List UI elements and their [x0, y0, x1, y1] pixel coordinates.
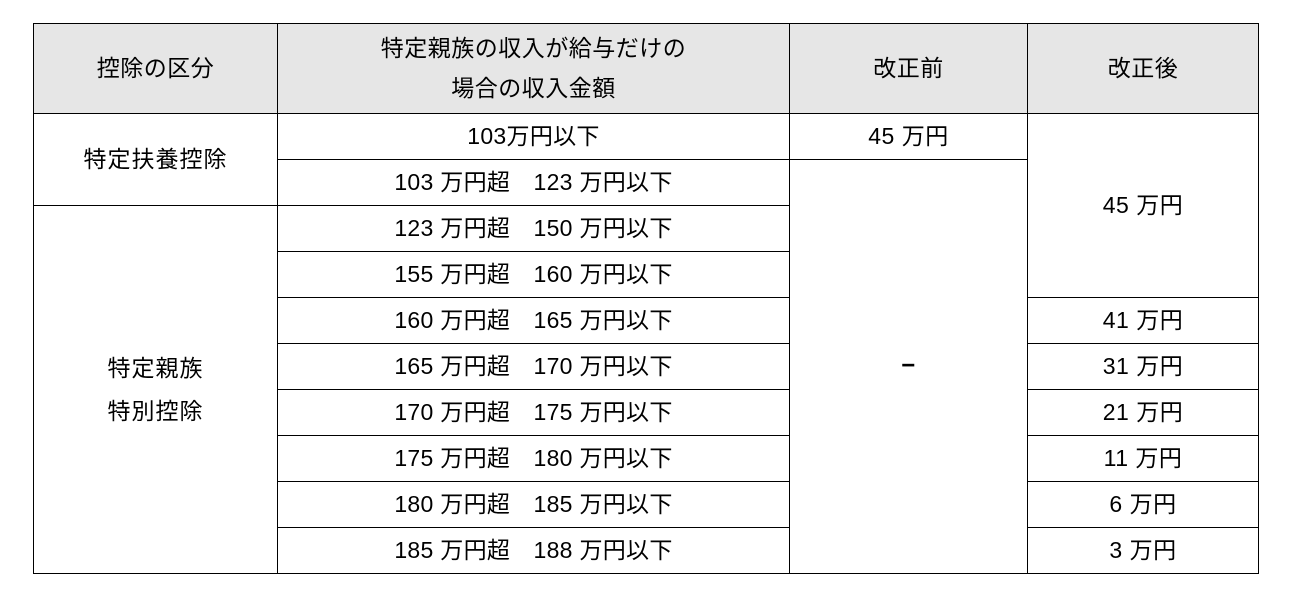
cell-category-specified-relative-special: 特定親族 特別控除 [33, 205, 278, 574]
cell-after-revision-amount: 21 万円 [1027, 389, 1259, 436]
cell-income-range: 103万円以下 [277, 113, 790, 160]
cell-after-revision-amount: 3 万円 [1027, 527, 1259, 574]
table-row: 165 万円超 170 万円以下 31 万円 [34, 343, 1259, 390]
cell-income-range: 103 万円超 123 万円以下 [277, 159, 790, 206]
cell-after-revision-amount: 6 万円 [1027, 481, 1259, 528]
header-before-revision: 改正前 [789, 23, 1028, 114]
category-label-line2: 特別控除 [107, 397, 204, 424]
category-label-line1: 特定親族 [107, 354, 204, 381]
table-row: 175 万円超 180 万円以下 11 万円 [34, 435, 1259, 482]
header-income-amount-line2: 場合の収入金額 [451, 74, 616, 101]
cell-income-range: 180 万円超 185 万円以下 [277, 481, 790, 528]
table-row: 155 万円超 160 万円以下 [34, 251, 1259, 298]
header-income-amount-line1: 特定親族の収入が給与だけの [380, 34, 687, 61]
deduction-table: 控除の区分 特定親族の収入が給与だけの 場合の収入金額 改正前 改正後 特定扶養… [33, 23, 1259, 574]
cell-income-range: 123 万円超 150 万円以下 [277, 205, 790, 252]
cell-income-range: 155 万円超 160 万円以下 [277, 251, 790, 298]
table-body: 特定扶養控除 103万円以下 45 万円 45 万円 103 万円超 123 万… [33, 113, 1259, 574]
cell-before-revision-amount: 45 万円 [789, 113, 1028, 160]
cell-after-revision-amount: 11 万円 [1027, 435, 1259, 482]
cell-income-range: 160 万円超 165 万円以下 [277, 297, 790, 344]
header-income-amount: 特定親族の収入が給与だけの 場合の収入金額 [277, 23, 790, 114]
cell-income-range: 170 万円超 175 万円以下 [277, 389, 790, 436]
header-after-revision: 改正後 [1027, 23, 1259, 114]
table-row: 103 万円超 123 万円以下 − [34, 159, 1259, 574]
table-header-row: 控除の区分 特定親族の収入が給与だけの 場合の収入金額 改正前 改正後 [33, 23, 1259, 114]
table-header: 控除の区分 特定親族の収入が給与だけの 場合の収入金額 改正前 改正後 [33, 23, 1259, 114]
cell-income-range: 175 万円超 180 万円以下 [277, 435, 790, 482]
cell-income-range: 165 万円超 170 万円以下 [277, 343, 790, 390]
table-row: 特定扶養控除 103万円以下 45 万円 45 万円 [33, 113, 1259, 298]
cell-income-range: 185 万円超 188 万円以下 [277, 527, 790, 574]
category-label-line1: 特定扶養控除 [83, 146, 228, 173]
cell-before-revision-dash: − [789, 159, 1028, 574]
cell-after-revision-amount: 31 万円 [1027, 343, 1259, 390]
table-row: 170 万円超 175 万円以下 21 万円 [34, 389, 1259, 436]
header-deduction-category: 控除の区分 [33, 23, 278, 114]
cell-after-revision-amount: 41 万円 [1027, 297, 1259, 344]
table-row: 180 万円超 185 万円以下 6 万円 [34, 481, 1259, 528]
table-row: 185 万円超 188 万円以下 3 万円 [34, 527, 1259, 574]
cell-category-specified-dependent: 特定扶養控除 [33, 113, 278, 206]
cell-after-revision-amount-merged: 45 万円 [1027, 113, 1259, 298]
table-row: 160 万円超 165 万円以下 41 万円 [34, 297, 1259, 344]
